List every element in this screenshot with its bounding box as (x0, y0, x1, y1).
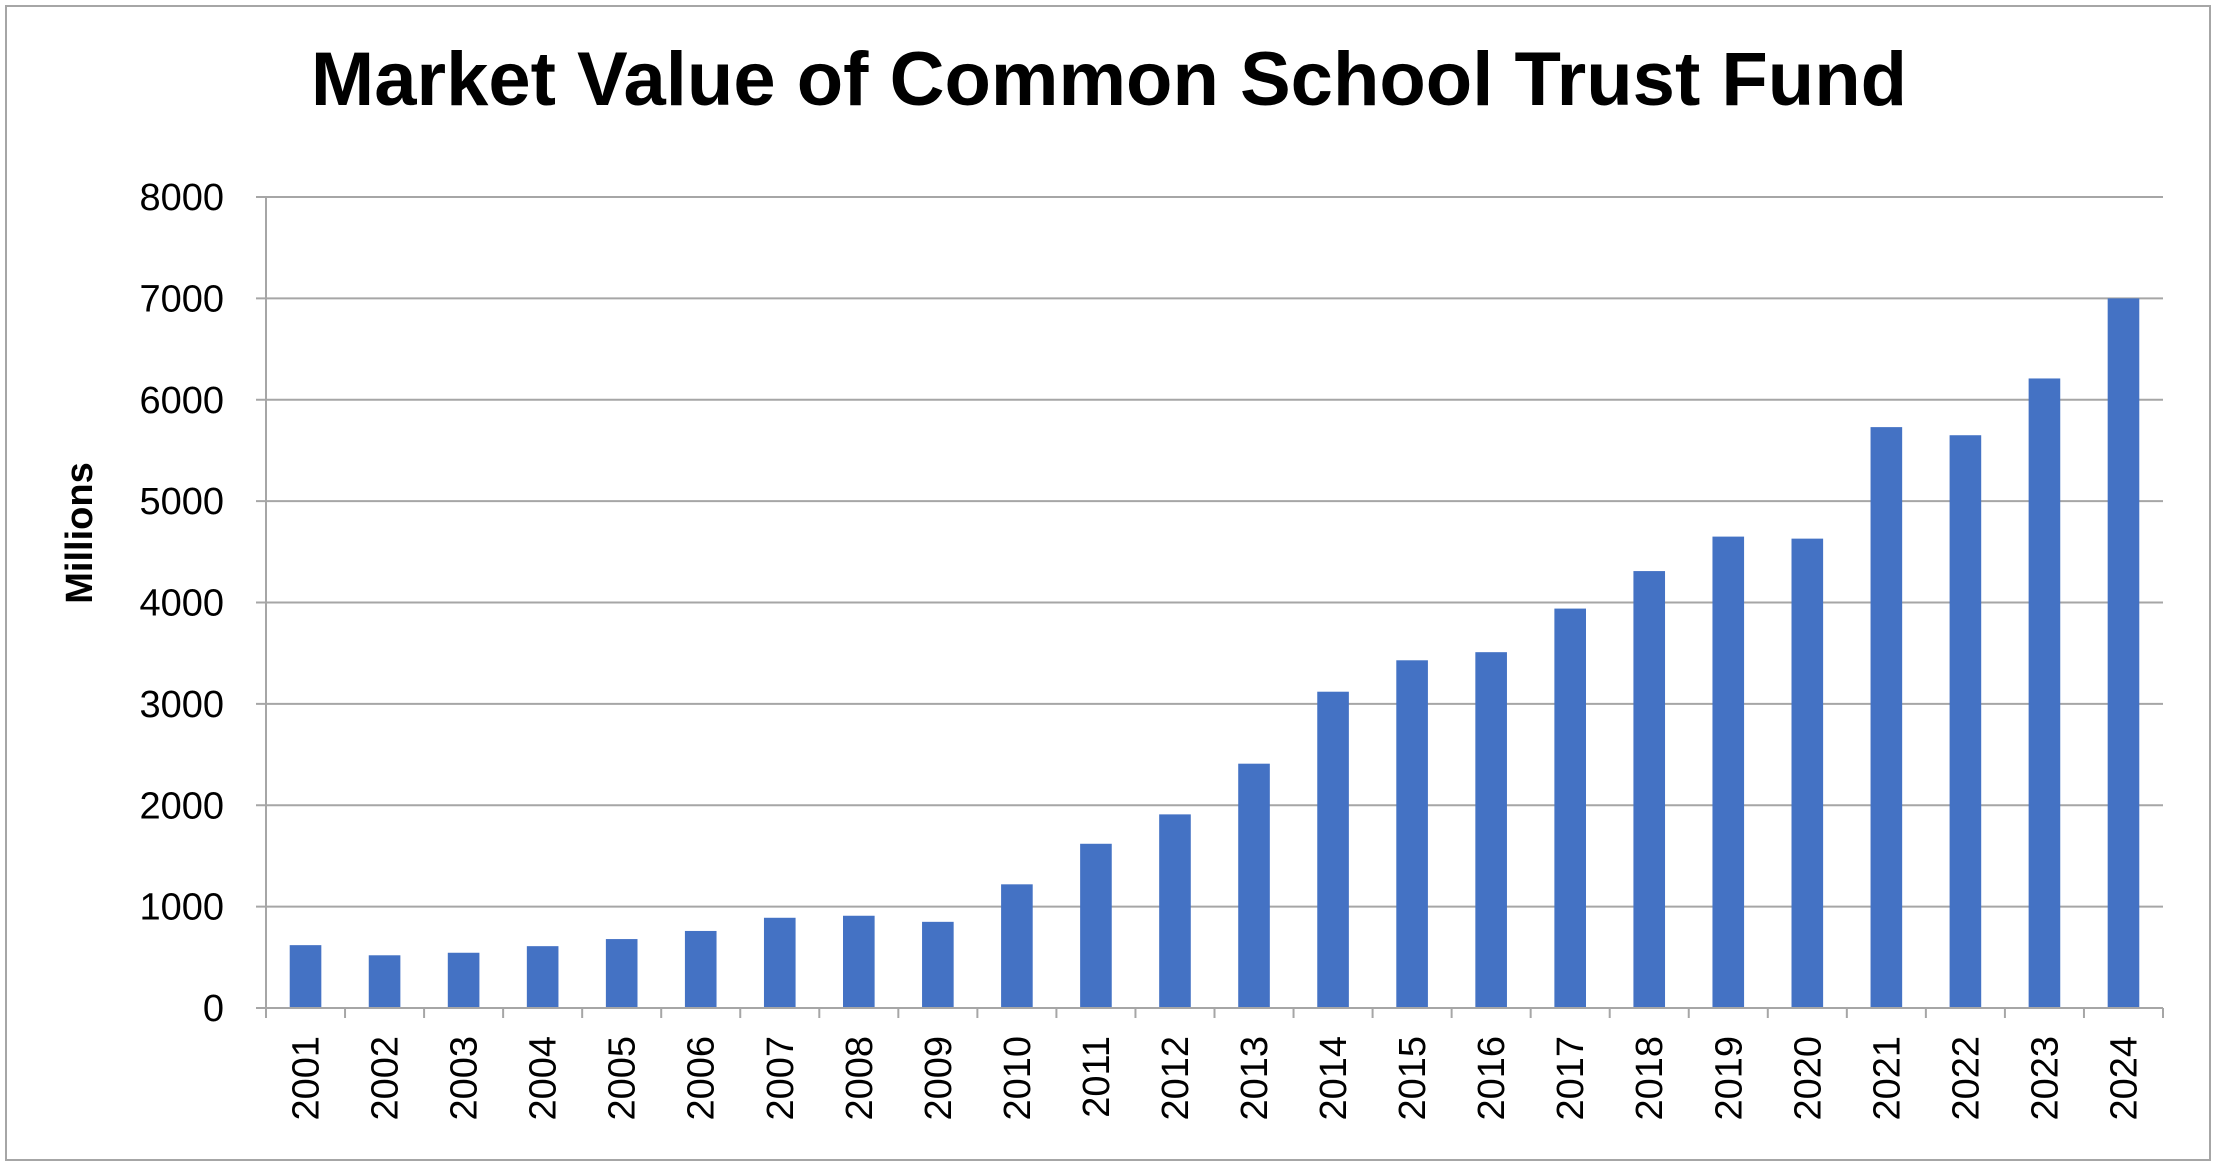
x-tick-label-2006: 2006 (681, 1036, 723, 1121)
x-tick-label-2018: 2018 (1629, 1036, 1671, 1121)
bar-2022 (1949, 435, 1982, 1008)
bar-2021 (1870, 427, 1903, 1009)
x-tick-label-2003: 2003 (444, 1036, 486, 1121)
bar-2006 (684, 930, 717, 1008)
bar-2019 (1712, 536, 1745, 1008)
x-tick-label-2019: 2019 (1708, 1036, 1750, 1121)
axes (256, 196, 2164, 1018)
x-tick-label-2012: 2012 (1155, 1036, 1197, 1121)
y-tick-label: 8000 (139, 177, 224, 219)
x-tick-label-2011: 2011 (1076, 1036, 1118, 1118)
bar-2009 (922, 921, 954, 1008)
x-tick-label-2015: 2015 (1392, 1036, 1434, 1121)
x-tick-label-2001: 2001 (286, 1036, 328, 1121)
bar-2003 (447, 952, 480, 1008)
bar-2016 (1475, 652, 1507, 1008)
chart-title: Market Value of Common School Trust Fund (310, 37, 1908, 122)
y-tick-label: 1000 (139, 887, 224, 929)
bar-2017 (1554, 608, 1586, 1008)
bar-2007 (763, 917, 796, 1008)
bar-2024 (2107, 298, 2140, 1008)
gridlines (266, 196, 2163, 908)
y-tick-label: 4000 (139, 583, 224, 625)
bar-2002 (368, 955, 401, 1008)
y-tick-label: 2000 (139, 785, 224, 827)
bar-2015 (1396, 660, 1428, 1008)
y-tick-label: 3000 (139, 684, 224, 726)
bar-2001 (289, 945, 322, 1008)
x-tick-label-2017: 2017 (1550, 1036, 1592, 1121)
bar-2018 (1633, 571, 1666, 1008)
y-tick-labels: 0 1000 2000 3000 4000 5000 6000 7000 8000 (139, 177, 224, 1030)
x-tick-label-2014: 2014 (1313, 1036, 1355, 1121)
bar-2004 (526, 946, 559, 1008)
y-tick-label: 0 (203, 988, 224, 1030)
x-tick-label-2020: 2020 (1787, 1036, 1829, 1121)
bar-2012 (1159, 814, 1191, 1008)
x-tick-label-2016: 2016 (1471, 1036, 1513, 1121)
x-tick-labels: 2001 2002 2003 2004 2005 2006 2007 2008 2009 2010… (286, 1036, 2146, 1121)
x-tick-label-2021: 2021 (1866, 1036, 1908, 1121)
bar-2010 (1001, 884, 1033, 1008)
x-tick-label-2005: 2005 (602, 1036, 644, 1121)
bars (289, 298, 2140, 1009)
x-tick-label-2022: 2022 (1945, 1036, 1987, 1121)
x-tick-label-2010: 2010 (997, 1036, 1039, 1121)
x-tick-label-2007: 2007 (760, 1036, 802, 1121)
x-tick-label-2023: 2023 (2024, 1036, 2066, 1121)
y-tick-label: 5000 (139, 481, 224, 523)
x-tick-label-2008: 2008 (839, 1036, 881, 1121)
x-tick-label-2002: 2002 (365, 1036, 407, 1121)
bar-2023 (2028, 378, 2061, 1008)
x-tick-label-2009: 2009 (918, 1036, 960, 1121)
bar-2008 (843, 915, 875, 1008)
bar-2011 (1080, 843, 1112, 1008)
x-tick-label-2004: 2004 (523, 1036, 565, 1121)
y-tick-label: 6000 (139, 380, 224, 422)
y-axis-title: Millions (59, 462, 101, 603)
bar-2020 (1791, 538, 1824, 1008)
bar-2014 (1317, 691, 1349, 1008)
bar-2005 (605, 939, 638, 1008)
x-tick-label-2024: 2024 (2103, 1036, 2145, 1121)
x-tick-label-2013: 2013 (1234, 1036, 1276, 1121)
bar-2013 (1238, 763, 1270, 1008)
y-tick-label: 7000 (139, 278, 224, 320)
